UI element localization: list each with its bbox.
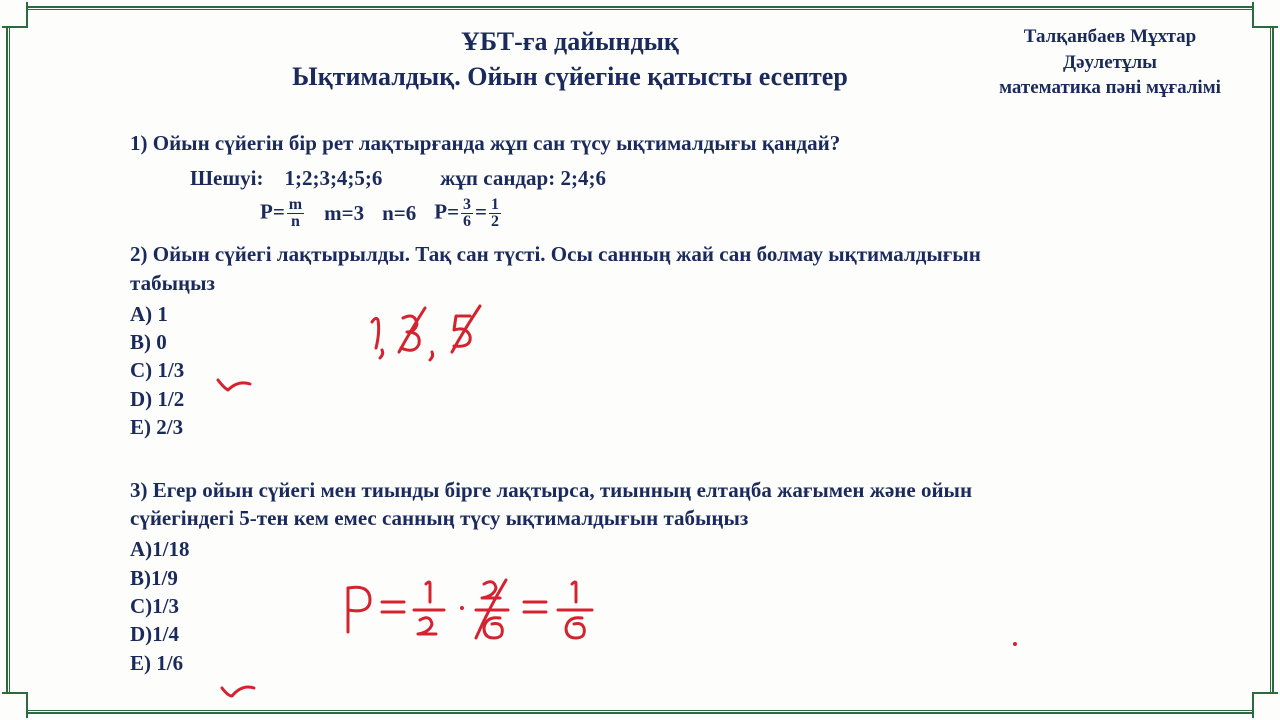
author-line2: Дәулетұлы bbox=[970, 50, 1250, 76]
q1-solution-row: Шешуі: 1;2;3;4;5;6 жұп сандар: 2;4;6 bbox=[190, 164, 1190, 193]
title-line1: ҰБТ-ға дайындық bbox=[170, 24, 970, 59]
q2-block: 2) Ойын сүйегі лақтырылды. Тақ сан түсті… bbox=[130, 240, 1190, 442]
q1-formula-row: P=mn m=3 n=6 P=36=12 bbox=[260, 197, 1190, 230]
q2-line2: табыңыз bbox=[130, 269, 1190, 298]
q1-n: n=6 bbox=[382, 199, 416, 228]
q1-m: m=3 bbox=[324, 199, 364, 228]
q3-opt-D: D)1/4 bbox=[130, 620, 1190, 648]
q1-P-result: P=36=12 bbox=[434, 197, 503, 230]
q2-options: A) 1 B) 0 C) 1/3 D) 1/2 E) 2/3 bbox=[130, 300, 1190, 442]
q1-P-mn: P=mn bbox=[260, 197, 306, 230]
body: 1) Ойын сүйегін бір рет лақтырғанда жұп … bbox=[130, 129, 1190, 677]
author-line1: Талқанбаев Мұхтар bbox=[970, 24, 1250, 50]
q1-text: 1) Ойын сүйегін бір рет лақтырғанда жұп … bbox=[130, 129, 1190, 158]
q3-block: 3) Егер ойын сүйегі мен тиынды бірге лақ… bbox=[130, 476, 1190, 678]
q2-line1: 2) Ойын сүйегі лақтырылды. Тақ сан түсті… bbox=[130, 240, 1190, 269]
title-block: ҰБТ-ға дайындық Ықтималдық. Ойын сүйегін… bbox=[30, 24, 970, 94]
q3-opt-E: E) 1/6 bbox=[130, 649, 1190, 677]
author-block: Талқанбаев Мұхтар Дәулетұлы математика п… bbox=[970, 24, 1250, 101]
q3-opt-A: A)1/18 bbox=[130, 535, 1190, 563]
q3-opt-B: B)1/9 bbox=[130, 564, 1190, 592]
q2-opt-A: A) 1 bbox=[130, 300, 1190, 328]
q3-options: A)1/18 B)1/9 C)1/3 D)1/4 E) 1/6 bbox=[130, 535, 1190, 677]
q1-solution-label: Шешуі: bbox=[190, 166, 263, 190]
q2-opt-C: C) 1/3 bbox=[130, 356, 1190, 384]
corner-bl bbox=[2, 692, 28, 718]
q3-opt-C: C)1/3 bbox=[130, 592, 1190, 620]
corner-br bbox=[1252, 692, 1278, 718]
corner-tl bbox=[2, 2, 28, 28]
q1-outcomes: 1;2;3;4;5;6 bbox=[284, 166, 382, 190]
q2-opt-B: B) 0 bbox=[130, 328, 1190, 356]
corner-tr bbox=[1252, 2, 1278, 28]
q3-line1: 3) Егер ойын сүйегі мен тиынды бірге лақ… bbox=[130, 476, 1190, 505]
header-row: ҰБТ-ға дайындық Ықтималдық. Ойын сүйегін… bbox=[30, 24, 1250, 101]
slide-content: ҰБТ-ға дайындық Ықтималдық. Ойын сүйегін… bbox=[30, 24, 1250, 696]
q3-line2: сүйегіндегі 5-тен кем емес санның түсу ы… bbox=[130, 504, 1190, 533]
q1-even-label: жұп сандар: 2;4;6 bbox=[440, 166, 606, 190]
title-line2: Ықтималдық. Ойын сүйегіне қатысты есепте… bbox=[170, 59, 970, 94]
author-line3: математика пәні мұғалімі bbox=[970, 75, 1250, 101]
q2-opt-D: D) 1/2 bbox=[130, 385, 1190, 413]
q2-opt-E: E) 2/3 bbox=[130, 413, 1190, 441]
